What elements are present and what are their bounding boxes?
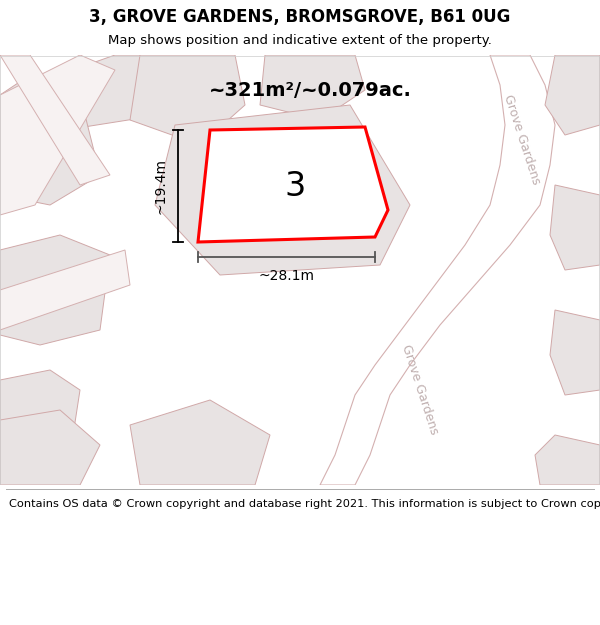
Text: Map shows position and indicative extent of the property.: Map shows position and indicative extent… <box>108 34 492 47</box>
Polygon shape <box>0 370 80 465</box>
Polygon shape <box>0 75 100 205</box>
Polygon shape <box>130 55 245 145</box>
Text: Grove Gardens: Grove Gardens <box>502 93 542 187</box>
Polygon shape <box>550 310 600 395</box>
Polygon shape <box>260 55 365 120</box>
Text: ~28.1m: ~28.1m <box>259 269 314 283</box>
Polygon shape <box>155 105 410 275</box>
Polygon shape <box>535 435 600 485</box>
Polygon shape <box>550 185 600 270</box>
Polygon shape <box>0 410 100 485</box>
Text: ~19.4m: ~19.4m <box>154 158 168 214</box>
Polygon shape <box>130 400 270 485</box>
Polygon shape <box>320 55 555 485</box>
Text: 3, GROVE GARDENS, BROMSGROVE, B61 0UG: 3, GROVE GARDENS, BROMSGROVE, B61 0UG <box>89 8 511 26</box>
Text: ~321m²/~0.079ac.: ~321m²/~0.079ac. <box>209 81 412 99</box>
Polygon shape <box>198 127 388 242</box>
Polygon shape <box>0 250 130 330</box>
Polygon shape <box>30 55 185 130</box>
Text: Contains OS data © Crown copyright and database right 2021. This information is : Contains OS data © Crown copyright and d… <box>9 499 600 509</box>
Text: Grove Gardens: Grove Gardens <box>400 343 440 437</box>
Polygon shape <box>0 55 110 185</box>
Polygon shape <box>545 55 600 135</box>
Polygon shape <box>0 235 110 345</box>
Text: 3: 3 <box>284 171 305 204</box>
Polygon shape <box>0 55 115 215</box>
